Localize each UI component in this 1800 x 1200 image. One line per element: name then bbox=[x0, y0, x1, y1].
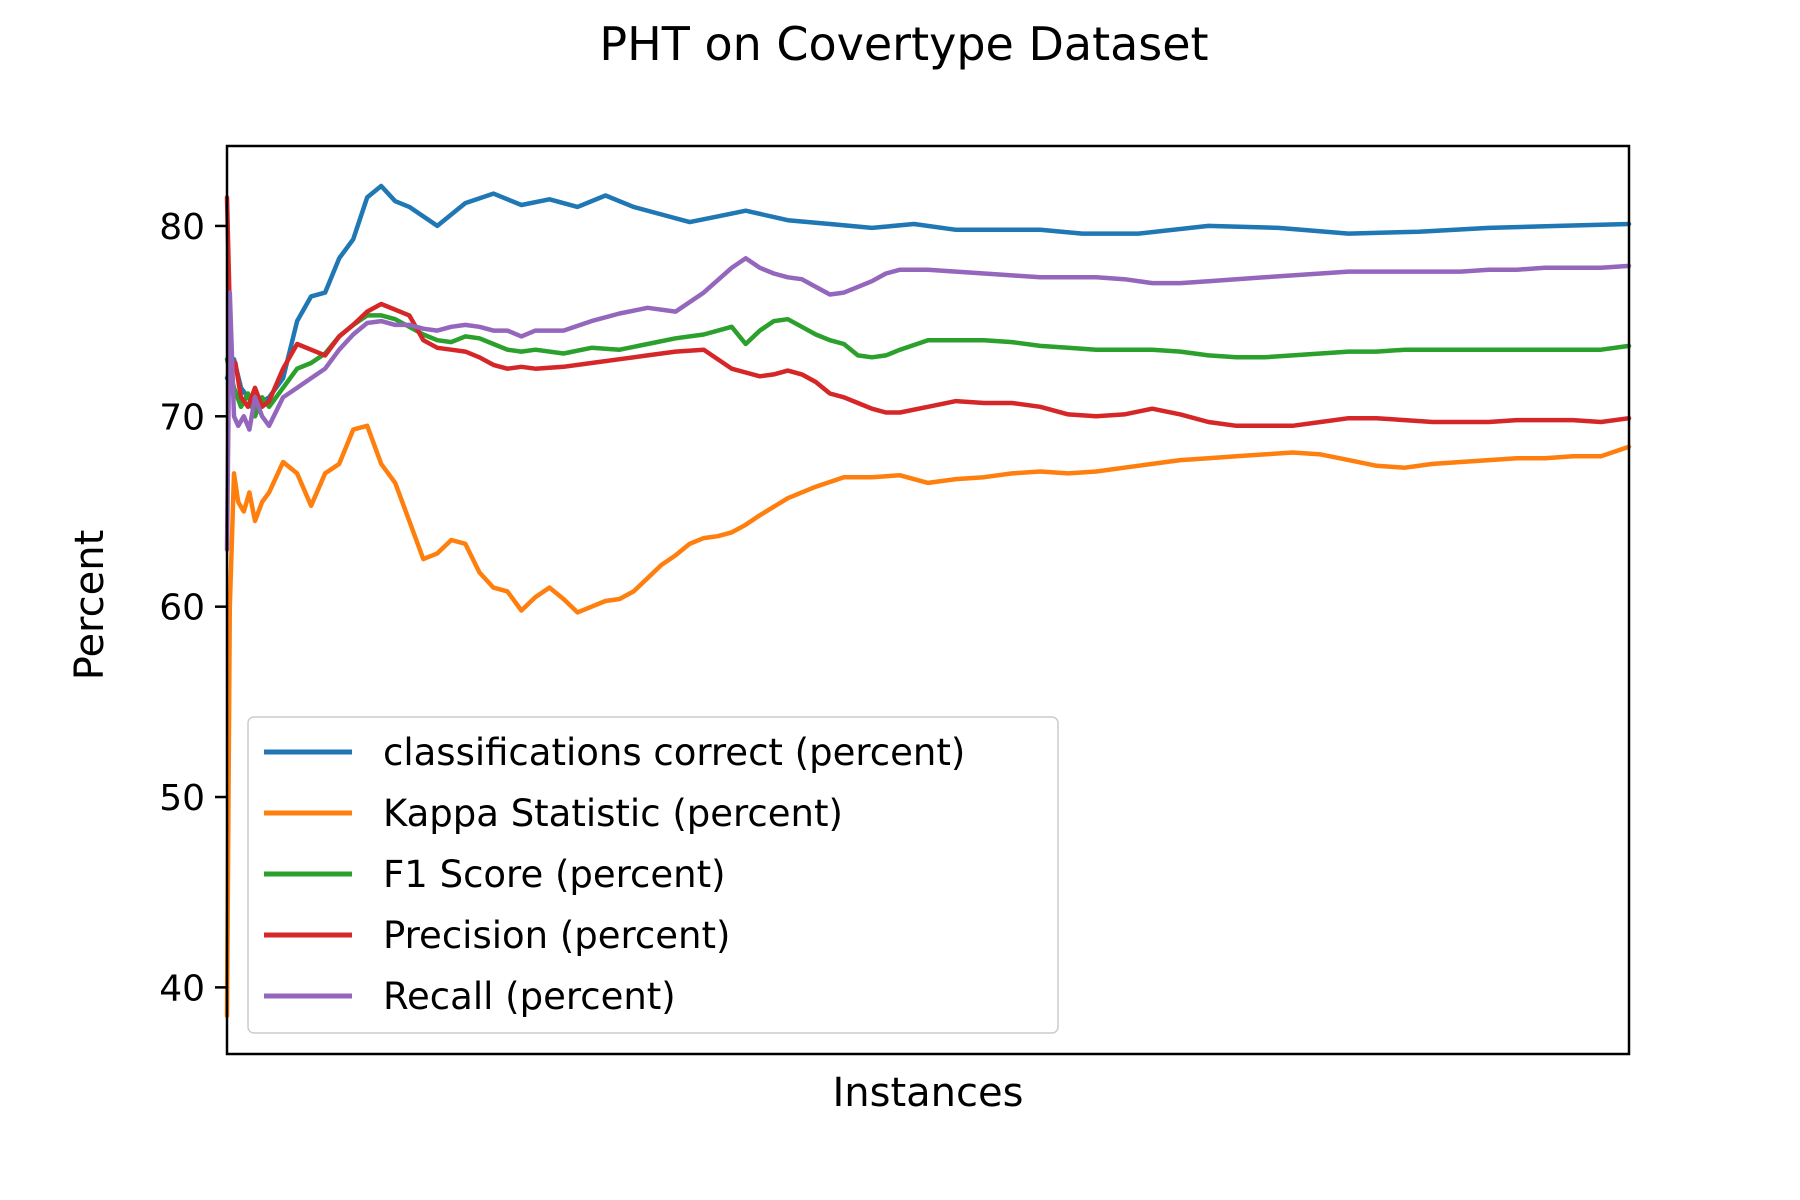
legend-label-2: Kappa Statistic (percent) bbox=[383, 792, 843, 835]
y-tick-label-80: 80 bbox=[159, 207, 205, 248]
y-tick-label-40: 40 bbox=[159, 968, 205, 1009]
series-line-5 bbox=[224, 256, 1632, 552]
y-tick-label-70: 70 bbox=[159, 397, 205, 438]
y-axis: 40 50 60 70 80 bbox=[159, 207, 227, 1009]
series-line-1 bbox=[224, 183, 1632, 410]
plot-frame bbox=[225, 144, 1631, 1056]
legend-label-4: Precision (percent) bbox=[383, 914, 730, 957]
series-line-2 bbox=[224, 423, 1632, 1019]
y-tick-label-60: 60 bbox=[159, 588, 205, 629]
legend-label-1: classifications correct (percent) bbox=[383, 731, 965, 774]
y-axis-label: Percent bbox=[67, 530, 113, 681]
legend-label-5: Recall (percent) bbox=[383, 975, 676, 1018]
legend-entries: classifications correct (percent) Kappa S… bbox=[264, 731, 965, 1018]
series-layer bbox=[224, 183, 1632, 1019]
legend-box bbox=[247, 716, 1059, 1034]
legend: classifications correct (percent) Kappa S… bbox=[247, 716, 1059, 1034]
x-axis-label: Instances bbox=[833, 1070, 1024, 1116]
y-tick-label-50: 50 bbox=[159, 778, 205, 819]
chart-title: PHT on Covertype Dataset bbox=[599, 17, 1208, 71]
series-line-4 bbox=[224, 195, 1632, 429]
legend-label-3: F1 Score (percent) bbox=[383, 853, 726, 896]
